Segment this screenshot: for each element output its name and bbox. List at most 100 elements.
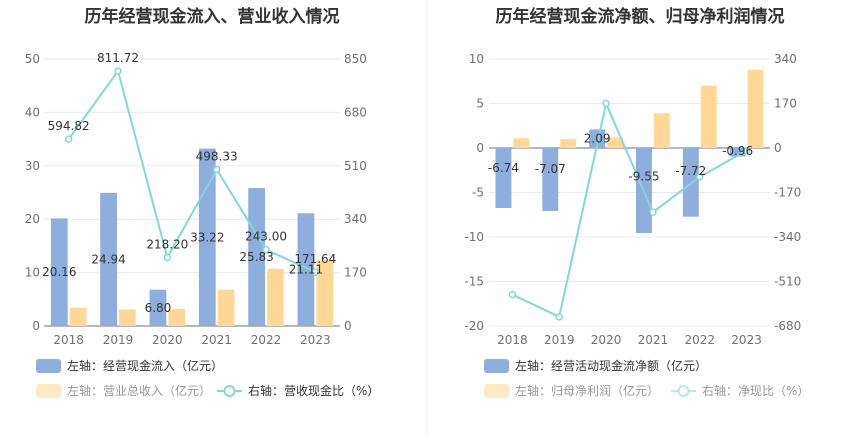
left-axis-tick-label: 10: [25, 266, 40, 280]
x-axis-category-label: 2020: [591, 333, 622, 347]
bar-0: [589, 129, 606, 148]
bar-0: [495, 148, 512, 208]
bar-1: [119, 309, 136, 326]
legend-label: 左轴：经营活动现金流净额（亿元）: [515, 358, 707, 373]
left-axis-tick-label: -5: [472, 186, 484, 200]
bar-0: [50, 218, 68, 326]
right-axis-tick-label: -510: [774, 275, 801, 289]
line-point: [64, 135, 73, 143]
bar-0: [149, 289, 167, 326]
right-axis-tick-label: 340: [774, 52, 797, 66]
bar-0: [542, 148, 559, 211]
x-axis-category-label: 2018: [497, 333, 528, 347]
line-point: [114, 67, 122, 75]
legend-label: 左轴：归母净利润（亿元）: [515, 383, 659, 398]
bar-data-label: 25.83: [239, 250, 273, 264]
bar-data-label: 33.22: [190, 230, 224, 244]
bar-1: [607, 137, 624, 148]
legend-label: 左轴：营业总收入（亿元）: [67, 383, 211, 398]
x-axis-category-label: 2021: [201, 333, 232, 347]
left-axis-tick-label: -15: [464, 275, 484, 289]
bar-1: [316, 260, 334, 326]
bar-0: [248, 188, 265, 326]
line-point: [212, 165, 221, 174]
right-axis-tick-label: 0: [774, 141, 782, 155]
chart-title: 历年经营现金流净额、归母净利润情况: [496, 6, 785, 27]
chart-panel-cash-inflow-revenue: 历年经营现金流入、营业收入情况 0 10 20 30 40 50 0 170 340 510 680 8…: [25, 6, 379, 398]
legend-label: 左轴：经营现金流入（亿元）: [67, 358, 223, 373]
x-axis-category-label: 2018: [53, 333, 84, 347]
series-line: [67, 68, 316, 273]
bar-data-label: -7.07: [535, 162, 566, 176]
x-axis-category-label: 2023: [300, 333, 331, 347]
bar-data-label: -7.72: [675, 164, 706, 178]
left-axis-tick-label: 10: [469, 52, 484, 66]
right-axis-tick-label: -680: [774, 319, 801, 333]
bar-data-label: 20.16: [42, 265, 76, 279]
bar-1: [653, 113, 670, 148]
bar-1: [69, 307, 87, 326]
x-axis-category-label: 2020: [152, 333, 183, 347]
bar-0: [729, 148, 746, 157]
right-axis-tick-label: 510: [344, 159, 367, 173]
line-point: [508, 290, 517, 299]
bar-data-label: 24.94: [91, 252, 125, 266]
line-point: [649, 208, 657, 216]
legend-swatch-bar: [36, 384, 61, 398]
x-axis-category-label: 2019: [103, 333, 134, 347]
line-point: [262, 245, 270, 254]
legend-label: 右轴：营收现金比（%）: [248, 383, 379, 398]
right-axis-tick-label: 170: [344, 266, 367, 280]
legend-swatch-bar: [36, 359, 61, 373]
line-data-label: 171.64: [294, 252, 336, 266]
line-point: [742, 146, 751, 155]
right-axis-tick-label: 850: [344, 52, 367, 66]
line-data-label: 498.33: [196, 149, 238, 163]
left-axis-tick-label: -10: [464, 230, 484, 244]
left-axis-tick-label: 0: [32, 319, 40, 333]
line-point: [311, 268, 320, 276]
right-axis-tick-label: -340: [774, 230, 801, 244]
line-data-label: 811.72: [97, 51, 139, 65]
line-point: [555, 313, 563, 321]
bar-0: [100, 192, 117, 326]
x-axis-category-label: 2022: [684, 333, 715, 347]
left-axis-tick-label: 0: [476, 141, 484, 155]
legend-label: 右轴：净现比（%）: [702, 383, 809, 398]
bar-data-label: 21.11: [289, 263, 323, 277]
bar-1: [267, 268, 284, 326]
bar-1: [560, 139, 577, 148]
right-axis-tick-label: 170: [774, 97, 797, 111]
right-axis-tick-label: -170: [774, 186, 801, 200]
bar-1: [700, 85, 717, 148]
right-axis-tick-label: 340: [344, 212, 367, 226]
right-axis-tick-label: 680: [344, 105, 367, 119]
left-axis-tick-label: 20: [25, 212, 40, 226]
bar-1: [168, 308, 186, 326]
left-axis-tick-label: 50: [25, 52, 40, 66]
x-axis-category-label: 2019: [544, 333, 575, 347]
legend-swatch-marker: [223, 385, 236, 397]
line-point: [163, 253, 172, 262]
left-axis-tick-label: 40: [25, 105, 40, 119]
line-point: [602, 99, 610, 108]
line-data-label: 594.82: [48, 119, 90, 133]
bar-data-label: -6.74: [488, 161, 519, 175]
chart-panel-net-cashflow-profit: 历年经营现金流净额、归母净利润情况 -20 -15 -10 -5 0 5 10 -680 -510…: [464, 6, 809, 398]
bar-data-label: -0.96: [722, 144, 753, 158]
bar-1: [747, 69, 764, 148]
legend-swatch-bar: [484, 384, 509, 398]
x-axis-category-label: 2023: [731, 333, 762, 347]
legend-swatch-marker: [677, 385, 690, 397]
left-axis-tick-label: 5: [476, 97, 484, 111]
line-point: [696, 173, 704, 181]
chart-title: 历年经营现金流入、营业收入情况: [85, 6, 340, 27]
x-axis-category-label: 2022: [251, 333, 282, 347]
bar-data-label: -9.55: [628, 169, 659, 183]
bar-data-label: 2.09: [584, 132, 611, 146]
bar-data-label: 6.80: [145, 301, 172, 315]
bar-0: [297, 213, 315, 326]
bar-1: [513, 138, 530, 148]
x-axis-category-label: 2021: [638, 333, 669, 347]
